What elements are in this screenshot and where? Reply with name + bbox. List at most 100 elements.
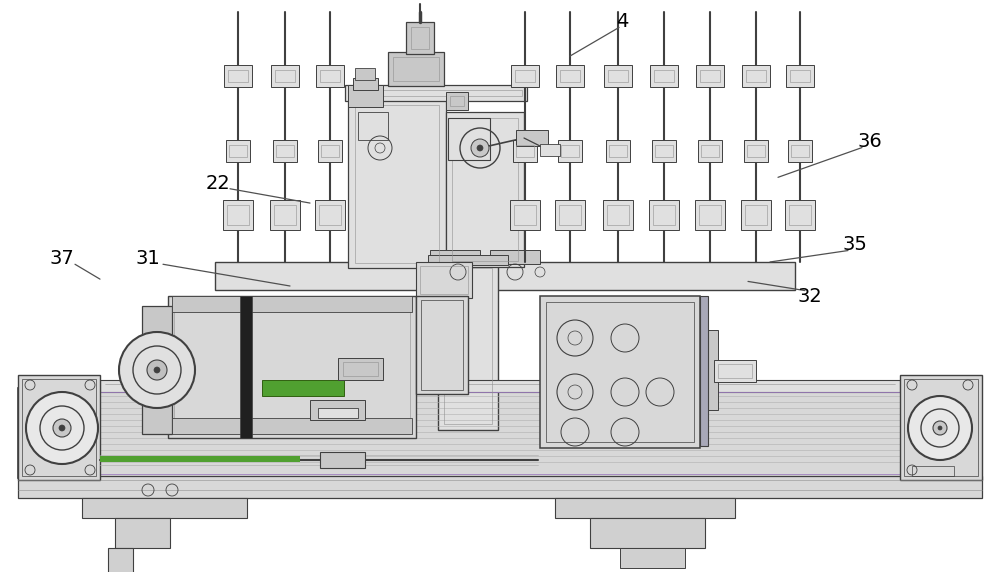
Bar bbox=[168, 296, 416, 438]
Bar bbox=[540, 144, 560, 156]
Bar bbox=[652, 140, 676, 162]
Bar bbox=[510, 200, 540, 230]
Bar bbox=[699, 205, 721, 225]
Bar bbox=[430, 250, 480, 264]
Bar bbox=[22, 379, 96, 476]
Bar bbox=[900, 375, 982, 480]
Bar bbox=[316, 65, 344, 87]
Bar bbox=[546, 302, 694, 442]
Bar bbox=[558, 140, 582, 162]
Bar bbox=[393, 57, 439, 81]
Bar bbox=[240, 296, 252, 438]
Bar bbox=[355, 105, 439, 263]
Circle shape bbox=[471, 139, 489, 157]
Circle shape bbox=[477, 145, 483, 151]
Bar bbox=[515, 70, 535, 82]
Bar bbox=[744, 140, 768, 162]
Bar bbox=[343, 362, 378, 376]
Bar bbox=[704, 330, 718, 410]
Bar bbox=[229, 145, 247, 157]
Bar bbox=[226, 140, 250, 162]
Bar bbox=[701, 145, 719, 157]
Bar bbox=[540, 296, 700, 448]
Bar bbox=[315, 200, 345, 230]
Bar bbox=[490, 250, 540, 264]
Bar bbox=[450, 96, 464, 106]
Bar bbox=[741, 200, 771, 230]
Bar bbox=[904, 379, 978, 476]
Bar bbox=[556, 65, 584, 87]
Circle shape bbox=[26, 392, 98, 464]
Bar bbox=[420, 266, 468, 294]
Bar bbox=[318, 140, 342, 162]
Bar bbox=[746, 70, 766, 82]
Bar bbox=[791, 145, 809, 157]
Bar bbox=[224, 65, 252, 87]
Bar bbox=[228, 70, 248, 82]
Bar bbox=[446, 112, 524, 267]
Bar bbox=[320, 70, 340, 82]
Bar bbox=[406, 22, 434, 54]
Bar bbox=[555, 498, 735, 518]
Bar bbox=[444, 268, 492, 424]
Bar bbox=[355, 68, 375, 80]
Bar bbox=[695, 200, 725, 230]
Bar bbox=[560, 70, 580, 82]
Bar bbox=[452, 118, 518, 261]
Bar bbox=[411, 27, 429, 49]
Bar bbox=[742, 65, 770, 87]
Bar bbox=[270, 200, 300, 230]
Bar bbox=[513, 140, 537, 162]
Bar bbox=[358, 112, 388, 140]
Bar bbox=[174, 302, 410, 432]
Bar bbox=[310, 400, 365, 420]
Bar bbox=[271, 65, 299, 87]
Bar bbox=[745, 205, 767, 225]
Bar bbox=[555, 200, 585, 230]
Circle shape bbox=[933, 421, 947, 435]
Bar bbox=[416, 296, 468, 394]
Bar bbox=[561, 145, 579, 157]
Bar bbox=[446, 92, 468, 110]
Bar bbox=[274, 205, 296, 225]
Bar bbox=[348, 85, 383, 107]
Bar bbox=[700, 70, 720, 82]
Bar bbox=[320, 452, 365, 468]
Bar bbox=[603, 200, 633, 230]
Circle shape bbox=[119, 332, 195, 408]
Text: 31: 31 bbox=[136, 249, 160, 268]
Bar bbox=[788, 140, 812, 162]
Circle shape bbox=[938, 426, 942, 430]
Bar bbox=[227, 205, 249, 225]
Bar bbox=[262, 380, 344, 396]
Bar bbox=[655, 145, 673, 157]
Bar bbox=[18, 388, 982, 478]
Bar bbox=[318, 408, 358, 418]
Bar bbox=[108, 548, 133, 572]
Bar bbox=[353, 78, 378, 90]
Bar bbox=[438, 262, 498, 430]
Bar bbox=[348, 98, 446, 268]
Bar bbox=[448, 118, 490, 160]
Bar bbox=[718, 364, 752, 378]
Text: 22: 22 bbox=[206, 173, 230, 193]
Bar bbox=[559, 205, 581, 225]
Circle shape bbox=[59, 425, 65, 431]
Bar bbox=[172, 296, 412, 312]
Bar bbox=[100, 456, 300, 462]
Bar bbox=[416, 262, 472, 298]
Bar bbox=[607, 205, 629, 225]
Bar bbox=[18, 476, 982, 498]
Bar bbox=[321, 145, 339, 157]
Bar bbox=[345, 85, 527, 101]
Text: 35: 35 bbox=[843, 235, 867, 255]
Bar bbox=[700, 296, 708, 446]
Bar bbox=[608, 70, 628, 82]
Circle shape bbox=[53, 419, 71, 437]
Bar bbox=[609, 145, 627, 157]
Bar bbox=[698, 140, 722, 162]
Bar bbox=[654, 70, 674, 82]
Bar bbox=[653, 205, 675, 225]
Circle shape bbox=[908, 396, 972, 460]
Text: 4: 4 bbox=[616, 12, 628, 31]
